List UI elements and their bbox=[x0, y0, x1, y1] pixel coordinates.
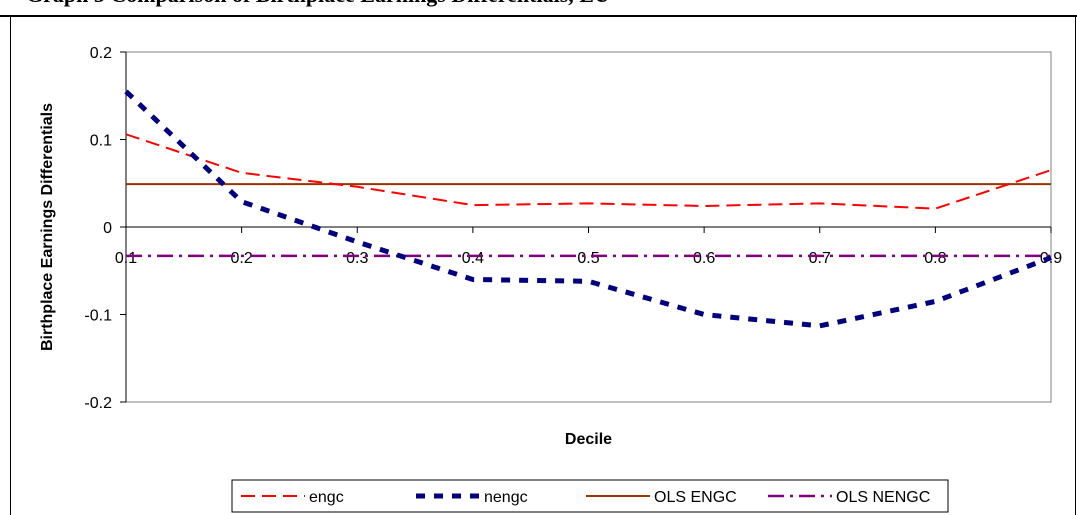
y-tick-label: 0.1 bbox=[90, 133, 112, 150]
x-tick-label: 0.8 bbox=[924, 250, 946, 267]
x-tick-label: 0.4 bbox=[462, 250, 484, 267]
series-nengc-line bbox=[124, 89, 1052, 329]
y-tick-label: -0.1 bbox=[84, 308, 112, 325]
y-tick-label: -0.2 bbox=[84, 395, 112, 412]
legend-label: OLS NENGC bbox=[836, 489, 930, 506]
x-tick-label: 0.3 bbox=[346, 250, 368, 267]
x-tick-label: 0.7 bbox=[809, 250, 831, 267]
series-engc-line bbox=[125, 133, 1052, 210]
y-axis-title: Birthplace Earnings Differentials bbox=[39, 103, 56, 351]
legend-label: OLS ENGC bbox=[654, 489, 737, 506]
x-tick-label: 0.6 bbox=[693, 250, 715, 267]
series-layer bbox=[124, 89, 1052, 329]
x-axis-ticks: 0.1 0.2 0.3 0.4 0.5 0.6 0.7 0.8 0.9 bbox=[115, 227, 1062, 267]
page-title: Graph 5 Comparison of Birthplace Earning… bbox=[0, 0, 1077, 12]
x-tick-label: 0.1 bbox=[115, 250, 137, 267]
chart-frame bbox=[10, 16, 1076, 515]
x-tick-label: 0.5 bbox=[577, 250, 599, 267]
x-axis-title: Decile bbox=[565, 431, 612, 448]
title-rule bbox=[0, 15, 1077, 17]
page-title-text: Graph 5 Comparison of Birthplace Earning… bbox=[26, 0, 610, 8]
y-axis-ticks: 0.2 0.1 0 -0.1 -0.2 bbox=[84, 45, 126, 412]
legend-label: nengc bbox=[484, 489, 528, 506]
legend: engc nengc OLS ENGC OLS NENGC bbox=[231, 479, 949, 513]
x-tick-label: 0.2 bbox=[231, 250, 253, 267]
legend-label: engc bbox=[309, 489, 344, 506]
y-tick-label: 0.2 bbox=[90, 45, 112, 62]
y-tick-label: 0 bbox=[103, 220, 112, 237]
